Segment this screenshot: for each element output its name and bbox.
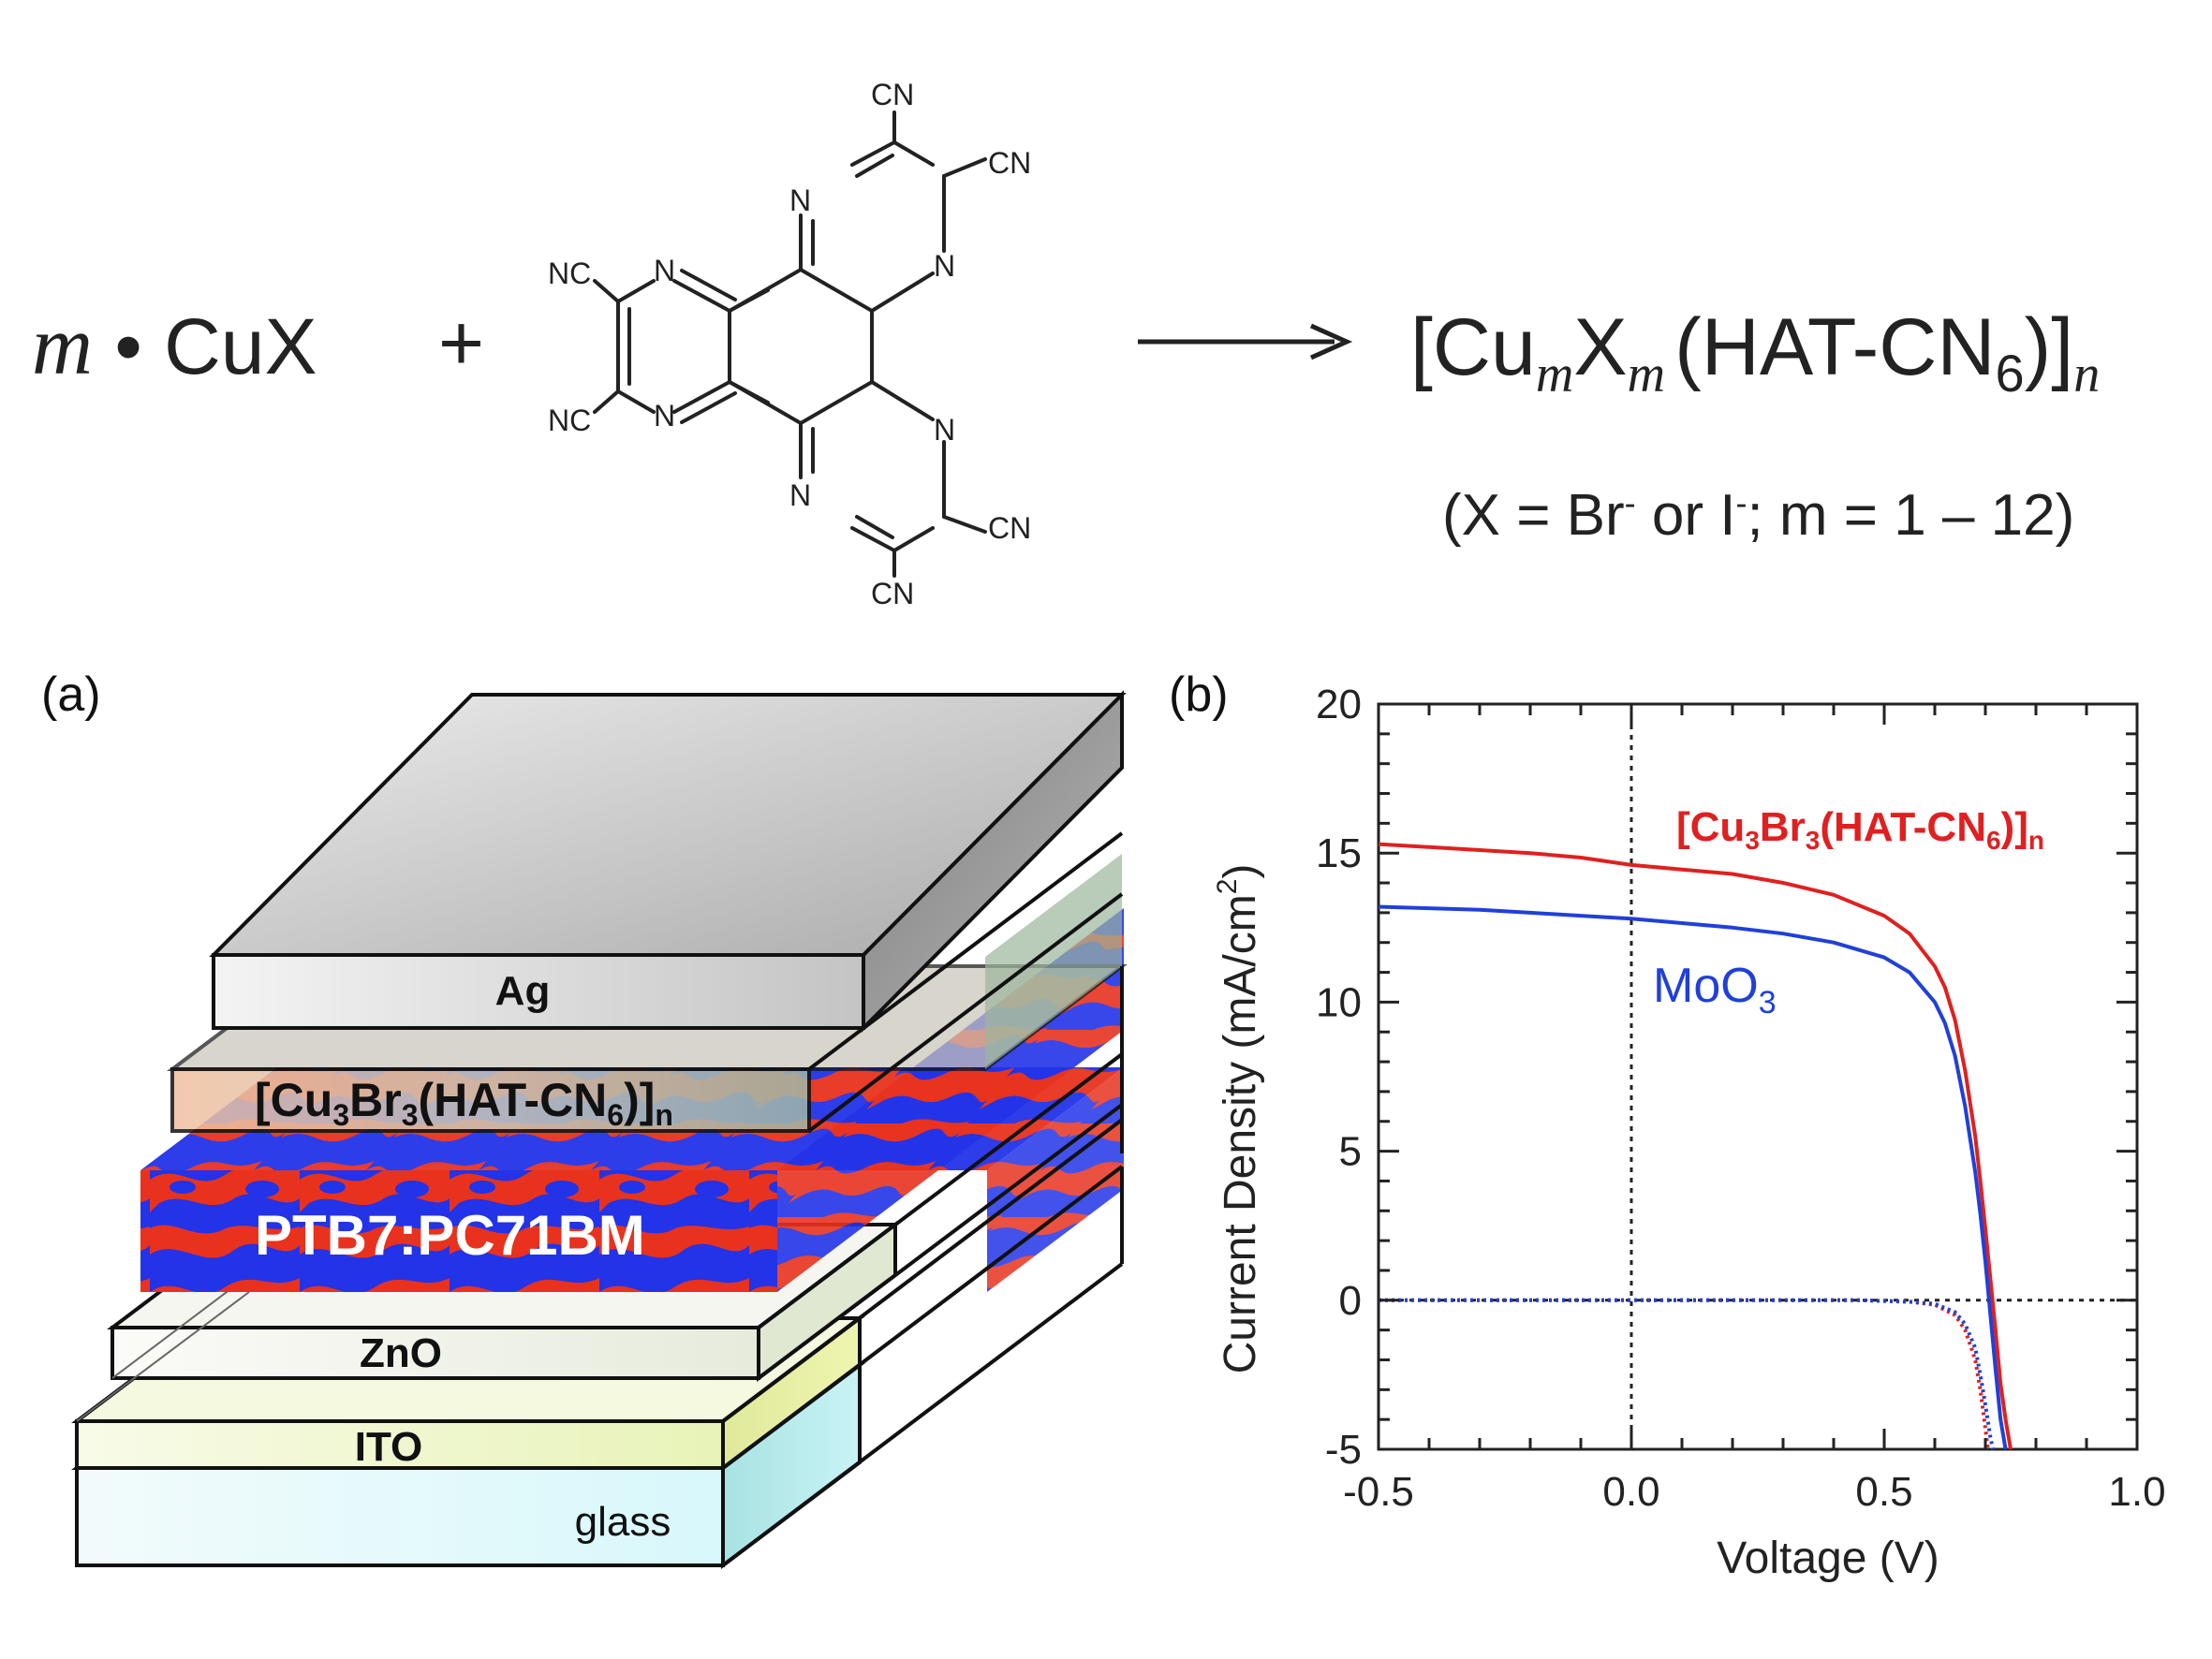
panel-a-label: (a) <box>41 668 101 722</box>
x-tick-label: 0.5 <box>1855 1469 1912 1515</box>
n-atom: N <box>789 478 811 512</box>
plus-sign: + <box>438 299 485 387</box>
series-label-moo3: MoO3 <box>1653 959 1777 1020</box>
series-line <box>1378 904 2008 1450</box>
stack-edge-lines <box>721 966 1124 1567</box>
ag-label: Ag <box>495 968 551 1014</box>
y-tick-label: -5 <box>1325 1427 1362 1473</box>
condition-part: ; m = 1 – 12) <box>1747 483 2075 548</box>
active-layer-label: PTB7:PC71BM <box>255 1204 645 1267</box>
cn-group: CN <box>871 577 914 610</box>
glass-label: glass <box>575 1499 671 1545</box>
product-sub-m: m <box>1627 345 1666 404</box>
device-stack-diagram: Ag [Cu3Br3(HAT-CN6)]n PTB7:PC71BM ZnO IT… <box>71 690 1128 1570</box>
jv-curve-chart: -0.5 0.0 0.5 1.0 -5 0 5 10 15 20 Voltage (V) Curr… <box>1212 682 2166 1583</box>
reaction-arrow <box>1138 323 1353 360</box>
series-line <box>1379 1298 1990 1450</box>
product-cu: [Cu <box>1410 302 1536 392</box>
ito-label: ITO <box>355 1424 423 1470</box>
hat-cn6-molecule-structure: N N N N N N CN CN CN CN NC NC <box>548 78 1031 610</box>
product-close: )] <box>2024 302 2074 392</box>
product-sub-6: 6 <box>1995 344 2025 404</box>
bullet-symbol: • <box>114 302 142 390</box>
x-tick-label: -0.5 <box>1343 1469 1414 1515</box>
x-tick-label: 0.0 <box>1602 1469 1659 1515</box>
y-tick-label: 15 <box>1316 830 1362 876</box>
series-line <box>1379 1298 1996 1450</box>
ag-layer <box>209 690 1127 1033</box>
htl-label: [Cu3Br3(HAT-CN6)]n <box>255 1074 673 1132</box>
plot-frame <box>1377 702 2139 1451</box>
condition-text: (X = Br- or I-; m = 1 – 12) <box>1442 482 2074 549</box>
reactant-cux: CuX <box>164 302 317 390</box>
n-atom: N <box>934 249 955 283</box>
chart-tick-group: -0.5 0.0 0.5 1.0 -5 0 5 10 15 20 <box>1316 682 2166 1515</box>
nc-group: NC <box>548 257 591 290</box>
product-sub-n: n <box>2073 345 2101 404</box>
product-ligand: (HAT-CN <box>1674 302 1996 392</box>
cn-group: CN <box>988 146 1031 180</box>
n-atom: N <box>654 254 675 287</box>
cn-group: CN <box>988 511 1031 545</box>
y-axis-label: Current Density (mA/cm2) <box>1212 864 1265 1374</box>
chart-series-group <box>1378 842 2013 1450</box>
zno-layer <box>76 1220 901 1422</box>
n-atom: N <box>654 399 675 433</box>
y-tick-label: 0 <box>1339 1278 1362 1324</box>
series-label-cu3br3: [Cu3Br3(HAT-CN6)]n <box>1676 804 2044 855</box>
nc-group: NC <box>548 404 591 437</box>
reactant-term: m • CuX <box>32 298 317 394</box>
y-tick-label: 10 <box>1316 979 1362 1025</box>
n-atom: N <box>789 184 811 217</box>
product-formula: [CumXm (HAT-CN6)]n <box>1410 301 2100 404</box>
condition-part: or I <box>1635 483 1736 548</box>
series-line <box>1378 842 2013 1450</box>
y-tick-label: 20 <box>1316 682 1362 727</box>
condition-part: (X = Br <box>1442 483 1625 548</box>
n-atom: N <box>934 413 955 447</box>
x-axis-label: Voltage (V) <box>1717 1534 1939 1583</box>
product-x: X <box>1573 302 1628 392</box>
condition-sup: - <box>1624 483 1636 522</box>
coefficient-m: m <box>32 300 93 392</box>
y-tick-label: 5 <box>1339 1129 1362 1175</box>
panel-b-label: (b) <box>1169 668 1229 722</box>
cn-group: CN <box>871 78 914 111</box>
zno-label: ZnO <box>360 1330 442 1376</box>
condition-sup: - <box>1735 483 1747 522</box>
product-sub-m: m <box>1535 345 1574 404</box>
x-tick-label: 1.0 <box>2108 1469 2165 1515</box>
